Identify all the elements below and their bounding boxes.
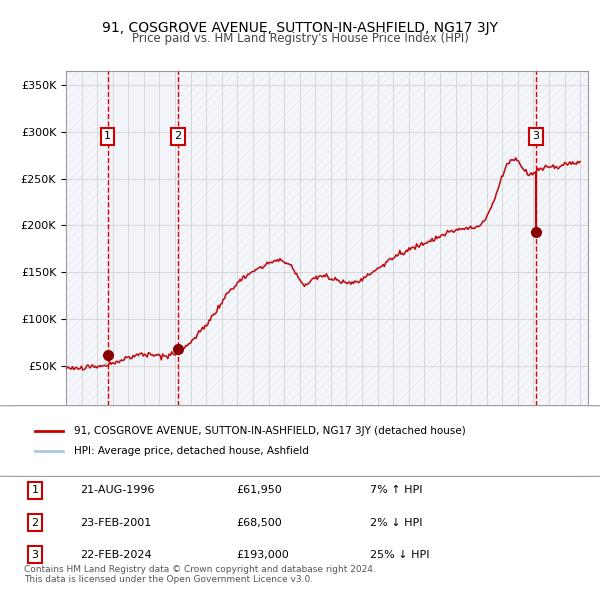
Text: £61,950: £61,950 [236, 486, 282, 496]
Text: 25% ↓ HPI: 25% ↓ HPI [370, 550, 430, 560]
Text: 3: 3 [32, 550, 38, 560]
Text: Price paid vs. HM Land Registry's House Price Index (HPI): Price paid vs. HM Land Registry's House … [131, 32, 469, 45]
Text: HPI: Average price, detached house, Ashfield: HPI: Average price, detached house, Ashf… [74, 446, 309, 455]
Bar [66, 71, 107, 413]
Text: 3: 3 [533, 132, 539, 142]
Text: £68,500: £68,500 [236, 517, 282, 527]
Bar [107, 71, 178, 413]
Text: 7% ↑ HPI: 7% ↑ HPI [370, 486, 422, 496]
Text: Contains HM Land Registry data © Crown copyright and database right 2024.
This d: Contains HM Land Registry data © Crown c… [24, 565, 376, 584]
Text: 91, COSGROVE AVENUE, SUTTON-IN-ASHFIELD, NG17 3JY (detached house): 91, COSGROVE AVENUE, SUTTON-IN-ASHFIELD,… [74, 427, 466, 436]
Bar [536, 71, 588, 413]
Bar [178, 71, 536, 413]
Text: 1: 1 [32, 486, 38, 496]
Text: £193,000: £193,000 [236, 550, 289, 560]
Text: 2% ↓ HPI: 2% ↓ HPI [370, 517, 422, 527]
Text: 1: 1 [104, 132, 111, 142]
FancyBboxPatch shape [0, 406, 600, 477]
Text: 91, COSGROVE AVENUE, SUTTON-IN-ASHFIELD, NG17 3JY: 91, COSGROVE AVENUE, SUTTON-IN-ASHFIELD,… [102, 21, 498, 35]
Text: 21-AUG-1996: 21-AUG-1996 [80, 486, 154, 496]
Text: 23-FEB-2001: 23-FEB-2001 [80, 517, 151, 527]
Text: 2: 2 [174, 132, 181, 142]
Text: 2: 2 [32, 517, 39, 527]
Text: 22-FEB-2024: 22-FEB-2024 [80, 550, 151, 560]
